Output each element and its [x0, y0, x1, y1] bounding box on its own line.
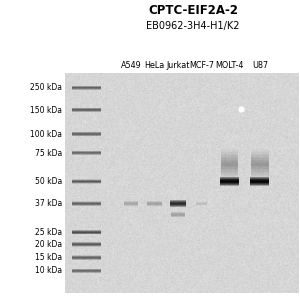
Text: 150 kDa: 150 kDa — [30, 105, 62, 115]
Text: EB0962-3H4-H1/K2: EB0962-3H4-H1/K2 — [146, 21, 240, 31]
Text: MOLT-4: MOLT-4 — [215, 61, 244, 70]
Text: 75 kDa: 75 kDa — [35, 149, 62, 157]
Text: 20 kDa: 20 kDa — [35, 240, 62, 249]
Text: A549: A549 — [121, 61, 142, 70]
Text: 10 kDa: 10 kDa — [35, 266, 62, 276]
Text: 50 kDa: 50 kDa — [35, 177, 62, 186]
Text: 250 kDa: 250 kDa — [30, 83, 62, 92]
Text: 15 kDa: 15 kDa — [35, 253, 62, 262]
Text: 100 kDa: 100 kDa — [30, 130, 62, 139]
Text: MCF-7: MCF-7 — [189, 61, 214, 70]
Text: Jurkat: Jurkat — [166, 61, 190, 70]
Text: U87: U87 — [252, 61, 268, 70]
Text: CPTC-EIF2A-2: CPTC-EIF2A-2 — [148, 4, 238, 17]
Text: 25 kDa: 25 kDa — [35, 228, 62, 237]
Text: HeLa: HeLa — [145, 61, 165, 70]
Text: 37 kDa: 37 kDa — [35, 199, 62, 208]
